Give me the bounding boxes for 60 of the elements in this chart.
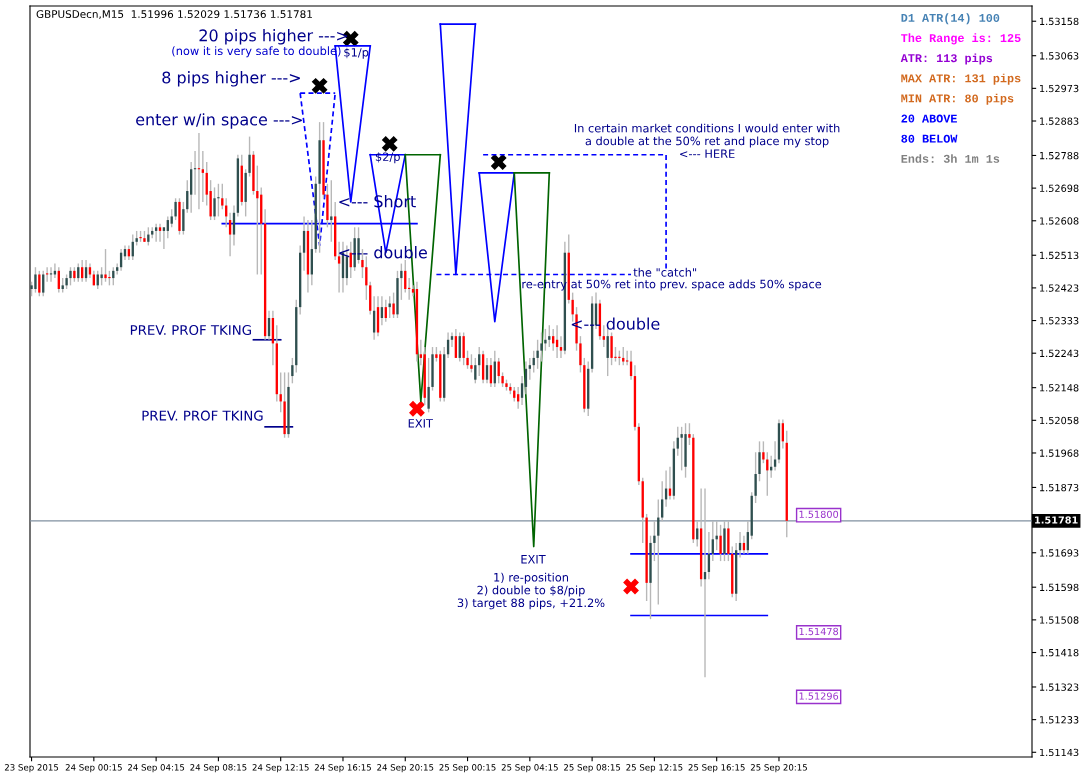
annotation: 1.51800 — [799, 510, 839, 518]
x-tick-label: 24 Sep 12:15 — [252, 764, 309, 773]
y-tick-label: 1.51233 — [1040, 716, 1079, 724]
ref-line-label: 1.51781 — [1035, 516, 1078, 524]
annotation: 80 BELOW — [901, 134, 958, 143]
y-tick-label: 1.53063 — [1040, 52, 1079, 60]
annotation: In certain market conditions I would enter with a double at the 50% ret and place my stop <--- HERE — [574, 123, 840, 158]
y-tick-label: 1.51418 — [1040, 648, 1079, 657]
y-tick-label: 1.51323 — [1040, 683, 1079, 691]
annotation: 8 pips higher ---> — [162, 71, 300, 87]
annotation: The Range is: 125 — [901, 33, 1021, 45]
chart-title: GBPUSDecn,M15 1.51996 1.52029 1.51736 1.51781 — [36, 10, 312, 20]
annotation: EXIT — [408, 419, 433, 428]
y-tick-label: 1.51968 — [1040, 449, 1079, 457]
y-tick-label: 1.52788 — [1040, 151, 1079, 160]
x-tick-label: 25 Sep 16:15 — [688, 764, 745, 773]
x-tick-label: 24 Sep 08:15 — [190, 764, 247, 773]
y-tick-label: 1.52058 — [1040, 416, 1079, 425]
y-tick-label: 1.52883 — [1040, 117, 1079, 125]
annotation: PREV. PROF TKING — [130, 324, 251, 336]
x-tick-label: 23 Sep 2015 — [4, 764, 59, 773]
y-tick-label: 1.52698 — [1040, 184, 1079, 192]
y-tick-label: 1.52608 — [1040, 217, 1079, 225]
y-tick-label: 1.51508 — [1040, 616, 1079, 624]
y-tick-label: 1.51143 — [1040, 748, 1079, 757]
y-tick-label: 1.52423 — [1040, 284, 1079, 292]
annotation: MAX ATR: 131 pips — [901, 73, 1021, 85]
y-tick-label: 1.51693 — [1040, 549, 1079, 557]
x-tick-label: 25 Sep 20:15 — [750, 764, 807, 773]
annotation: the "catch" — [633, 267, 697, 277]
annotation: 20 ABOVE — [901, 114, 957, 123]
x-tick-label: 24 Sep 04:15 — [128, 764, 185, 773]
annotation: $2/p — [375, 152, 400, 164]
y-tick-label: 1.52243 — [1040, 349, 1079, 358]
y-tick-label: 1.51598 — [1040, 583, 1079, 592]
y-tick-label: 1.52513 — [1040, 251, 1079, 260]
x-tick-label: 25 Sep 04:15 — [501, 764, 558, 773]
x-tick-label: 25 Sep 08:15 — [564, 764, 621, 773]
annotation: 20 pips higher ---> — [199, 29, 348, 45]
y-tick-label: 1.52333 — [1040, 317, 1079, 325]
annotation: 1.51296 — [799, 692, 839, 700]
x-tick-label: 24 Sep 20:15 — [377, 764, 434, 773]
annotation: enter w/in space ---> — [136, 113, 302, 129]
annotation: PREV. PROF TKING — [142, 410, 263, 421]
x-tick-label: 25 Sep 12:15 — [626, 764, 683, 773]
annotation: D1 ATR(14) 100 — [901, 13, 1000, 25]
x-tick-label: 25 Sep 00:15 — [439, 764, 496, 773]
annotation: $1/p — [344, 47, 369, 59]
y-tick-label: 1.53158 — [1040, 17, 1079, 26]
annotation: EXIT — [521, 555, 546, 564]
x-tick-label: 24 Sep 16:15 — [314, 764, 371, 773]
annotation: Ends: 3h 1m 1s — [901, 154, 1000, 163]
y-tick-label: 1.52973 — [1040, 84, 1079, 93]
annotation: 1.51478 — [799, 627, 839, 636]
x-tick-label: 24 Sep 00:15 — [65, 764, 122, 773]
y-tick-label: 1.52148 — [1040, 384, 1079, 392]
annotation: ATR: 113 pips — [900, 53, 993, 65]
annotation: MIN ATR: 80 pips — [901, 93, 1014, 105]
y-tick-label: 1.51873 — [1040, 483, 1079, 492]
annotation: 1) re-position 2) double to $8/pip 3) target 88 pips, +21.2% — [457, 572, 605, 610]
